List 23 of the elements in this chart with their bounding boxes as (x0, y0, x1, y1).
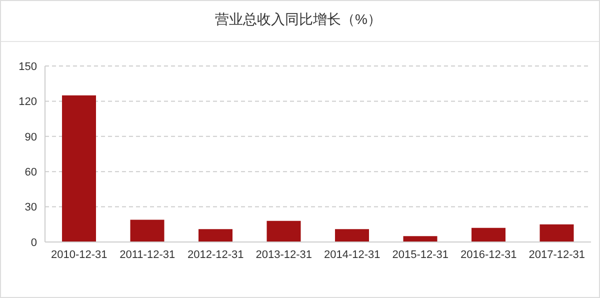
bar (472, 228, 506, 242)
x-tick-label: 2016-12-31 (460, 248, 517, 261)
bar (198, 229, 232, 242)
bar (335, 229, 369, 242)
bar (540, 224, 574, 242)
x-tick-label: 2012-12-31 (187, 248, 244, 261)
y-tick-label: 150 (18, 60, 37, 73)
y-tick-label: 30 (24, 202, 37, 214)
x-tick-label: 2013-12-31 (256, 248, 312, 261)
x-tick-label: 2017-12-31 (528, 248, 586, 261)
chart-title: 营业总收入同比增长（%） (1, 1, 599, 42)
y-tick-label: 60 (24, 166, 37, 179)
x-tick-label: 2015-12-31 (392, 248, 449, 261)
x-tick-label: 2010-12-31 (50, 248, 108, 261)
bar (62, 95, 96, 242)
y-tick-label: 120 (18, 96, 37, 108)
x-tick-label: 2011-12-31 (120, 248, 176, 261)
bar (403, 236, 438, 242)
y-tick-label: 0 (30, 236, 37, 249)
y-tick-label: 90 (24, 131, 37, 144)
bar (266, 220, 301, 242)
x-tick-label: 2014-12-31 (324, 248, 380, 261)
bar (130, 220, 164, 242)
